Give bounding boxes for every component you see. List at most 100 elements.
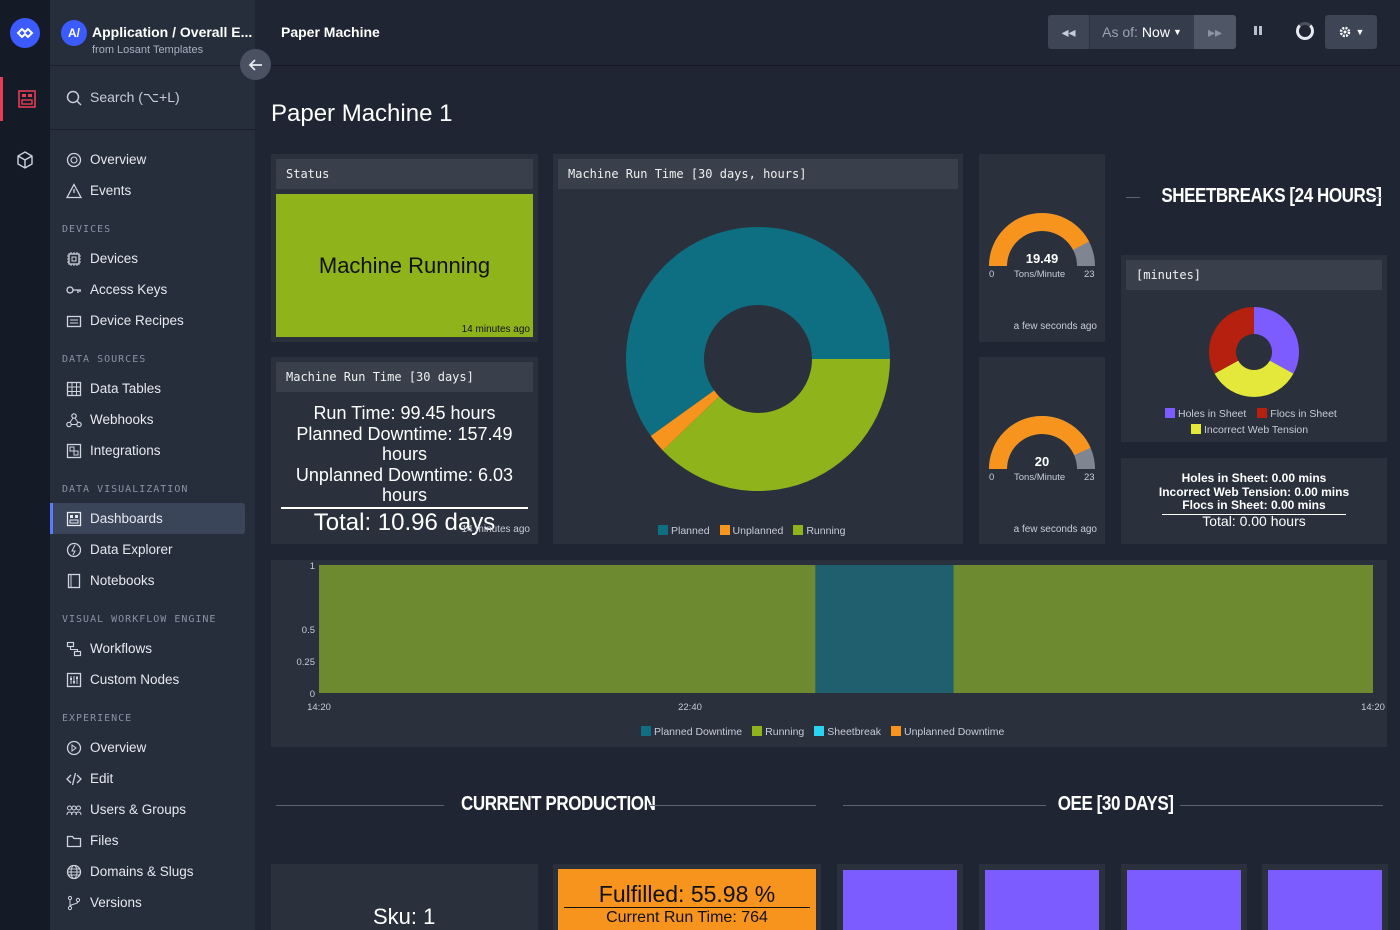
pause-icon	[1254, 26, 1262, 35]
timeline-segment-planned-downtime[interactable]	[815, 565, 954, 693]
y-tick-label: 0	[310, 689, 315, 700]
section-divider	[1368, 197, 1382, 198]
gear-icon	[1339, 26, 1350, 38]
experience-overview-icon	[66, 740, 82, 756]
gauge-1-fill	[989, 212, 1090, 266]
runtime-text-heading: Machine Run Time [30 days]	[276, 362, 533, 392]
explorer-icon	[66, 542, 82, 558]
y-tick-label: 0.5	[302, 625, 315, 636]
oee-block-1	[837, 864, 963, 930]
legend-holes[interactable]: Holes in Sheet	[1165, 408, 1246, 420]
pie-slice-incorrect-web-tension[interactable]	[1214, 360, 1294, 397]
legend-sheetbreak[interactable]: Sheetbreak	[814, 726, 881, 738]
webhook-icon	[66, 412, 82, 428]
web-tension-line: Incorrect Web Tension: 0.00 mins	[1158, 484, 1350, 499]
oee-block-4	[1262, 864, 1388, 930]
nav-item-access-keys[interactable]: Access Keys	[50, 274, 245, 305]
nav-item-edit[interactable]: Edit	[50, 763, 245, 794]
fast-forward-icon: ▸▸	[1207, 23, 1223, 40]
section-divider	[843, 805, 1046, 806]
nav-section-workflow: VISUAL WORKFLOW ENGINE	[62, 614, 217, 625]
status-block: Status Machine Running 14 minutes ago	[271, 154, 538, 342]
gauge-1-min: 0	[989, 269, 995, 280]
settings-dropdown-button[interactable]: ▼	[1325, 15, 1377, 49]
legend-running[interactable]: Running	[752, 726, 804, 738]
app-rail	[0, 0, 50, 930]
nav-item-webhooks[interactable]: Webhooks	[50, 404, 245, 435]
sheetbreaks-total: Total: 0.00 hours	[1162, 513, 1346, 529]
legend-unplanned[interactable]: Unplanned	[719, 525, 783, 537]
legend-web-tension[interactable]: Incorrect Web Tension	[1191, 424, 1308, 436]
timeline-segment-running[interactable]	[319, 565, 816, 693]
losant-logo-icon[interactable]	[10, 18, 40, 48]
pie-slice-unplanned[interactable]	[650, 390, 720, 451]
app-header: A/ Application / Overall E... from Losan…	[50, 0, 255, 66]
x-tick-label: 14:20	[1361, 702, 1385, 713]
search-box[interactable]: Search (⌥+L)	[50, 66, 255, 130]
nav-item-integrations[interactable]: Integrations	[50, 435, 245, 466]
nav-label: Data Explorer	[90, 542, 173, 557]
gauge-1-max: 23	[1084, 269, 1095, 280]
oee-title: OEE [30 DAYS]	[1057, 793, 1174, 815]
table-icon	[66, 381, 82, 397]
legend-planned[interactable]: Planned	[658, 525, 710, 537]
legend-flocs[interactable]: Flocs in Sheet	[1257, 408, 1337, 420]
nav-item-custom-nodes[interactable]: Custom Nodes	[50, 664, 245, 695]
pie-slice-flocs-in-sheet[interactable]	[1209, 307, 1254, 374]
pause-button[interactable]	[1252, 22, 1264, 43]
nav-item-domains-slugs[interactable]: Domains & Slugs	[50, 856, 245, 887]
caret-down-icon: ▼	[1172, 27, 1182, 37]
nav-item-data-explorer[interactable]: Data Explorer	[50, 534, 245, 565]
nav-item-files[interactable]: Files	[50, 825, 245, 856]
nav-label: Dashboards	[90, 511, 163, 526]
nav-item-experience-overview[interactable]: Overview	[50, 732, 245, 763]
nav-item-dashboards[interactable]: Dashboards	[50, 503, 245, 534]
time-controls: ◂◂ As of: Now ▼ ▸▸	[1048, 15, 1236, 49]
oee-indicator-4	[1268, 870, 1382, 930]
nav-item-versions[interactable]: Versions	[50, 887, 245, 918]
unplanned-downtime-line: Unplanned Downtime: 6.03 hours	[295, 464, 514, 506]
integration-icon	[66, 443, 82, 459]
as-of-dropdown[interactable]: As of: Now ▼	[1090, 15, 1194, 49]
overview-icon	[66, 152, 82, 168]
nav-item-events[interactable]: Events	[50, 175, 245, 206]
fulfilled-value: Fulfilled: 55.98 %	[598, 881, 776, 907]
collapse-sidebar-button[interactable]	[240, 49, 271, 80]
runtime-total: Total: 10.96 days	[281, 507, 528, 537]
app-title[interactable]: Application / Overall E...	[92, 24, 253, 40]
legend-unplanned-downtime[interactable]: Unplanned Downtime	[890, 726, 1004, 738]
runtime-pie-heading: Machine Run Time [30 days, hours]	[558, 159, 958, 189]
runtime-pie-chart	[626, 227, 890, 491]
fast-forward-button[interactable]: ▸▸	[1194, 15, 1236, 49]
recipe-icon	[66, 313, 82, 329]
gauge-2-min: 0	[989, 472, 995, 483]
app-badge[interactable]: A/	[61, 20, 87, 46]
pie-slice-holes-in-sheet[interactable]	[1254, 307, 1299, 374]
nav-item-device-recipes[interactable]: Device Recipes	[50, 305, 245, 336]
pie-slice-running[interactable]	[662, 359, 890, 491]
legend-running[interactable]: Running	[793, 525, 845, 537]
nav-item-workflows[interactable]: Workflows	[50, 633, 245, 664]
nav-item-overview[interactable]: Overview	[50, 144, 245, 175]
nav-section-data-sources: DATA SOURCES	[62, 354, 147, 365]
legend-planned-downtime[interactable]: Planned Downtime	[641, 726, 742, 738]
sidebar: A/ Application / Overall E... from Losan…	[50, 0, 255, 930]
nav-item-data-tables[interactable]: Data Tables	[50, 373, 245, 404]
runtime-text-values: Run Time: 99.45 hours Planned Downtime: …	[281, 403, 528, 506]
nav-item-devices[interactable]: Devices	[50, 243, 245, 274]
nav-label: Notebooks	[90, 573, 155, 588]
gauge-1-timestamp: a few seconds ago	[1013, 321, 1097, 332]
nav-item-notebooks[interactable]: Notebooks	[50, 565, 245, 596]
oee-block-3	[1121, 864, 1247, 930]
rail-cube-icon[interactable]	[0, 138, 50, 182]
rail-dashboard-icon[interactable]	[0, 77, 50, 121]
nav-label: Files	[90, 833, 119, 848]
dashboard-name: Paper Machine	[281, 24, 380, 40]
search-icon	[66, 90, 82, 106]
nav-item-users-groups[interactable]: Users & Groups	[50, 794, 245, 825]
rewind-button[interactable]: ◂◂	[1048, 15, 1090, 49]
section-divider	[1180, 805, 1383, 806]
pie-slice-planned[interactable]	[626, 227, 890, 436]
timeline-segment-running[interactable]	[953, 565, 1373, 693]
current-run-time: Current Run Time: 764	[564, 907, 810, 928]
